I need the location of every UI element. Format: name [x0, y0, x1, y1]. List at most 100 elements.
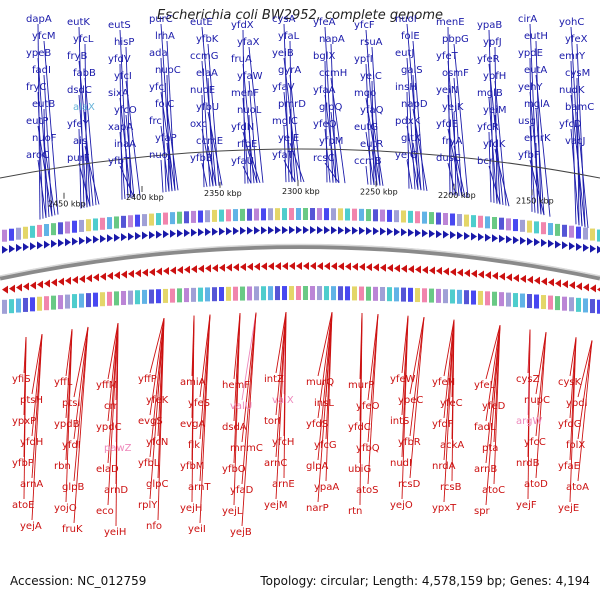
- gene-label-top: fryA: [442, 136, 463, 147]
- gene-label-top: gltX: [401, 133, 421, 144]
- feature-block: [296, 208, 301, 221]
- feature-block: [597, 299, 600, 314]
- gene-label-top: xapA: [108, 122, 133, 133]
- gene-leader-line: [166, 40, 176, 191]
- feature-block: [72, 294, 77, 309]
- gene-leader-line: [125, 114, 135, 198]
- reverse-gene-arrow: [170, 266, 176, 275]
- reverse-gene-arrow: [247, 262, 253, 271]
- forward-gene-arrow: [2, 245, 8, 254]
- reverse-gene-arrow: [527, 275, 533, 284]
- gene-label-top: dusC: [436, 153, 461, 164]
- feature-block: [205, 210, 210, 223]
- gene-label-bottom: yfiS: [12, 374, 31, 385]
- reverse-gene-arrow: [464, 269, 470, 278]
- gene-label-bottom: rplY: [138, 500, 158, 511]
- forward-gene-arrow: [422, 229, 428, 238]
- reverse-gene-arrow: [317, 262, 323, 271]
- feature-block: [331, 286, 336, 301]
- feature-block: [576, 297, 581, 312]
- gene-label-bottom: yfdC: [348, 422, 371, 433]
- gene-label-top: nuoF: [32, 133, 57, 144]
- gene-leader-line: [283, 91, 293, 183]
- gene-label-top: emrK: [524, 133, 551, 144]
- feature-block: [58, 222, 63, 235]
- gene-label-top: eutH: [524, 31, 548, 42]
- reverse-gene-arrow: [394, 264, 400, 273]
- gene-label-top: ccmH: [319, 68, 347, 79]
- feature-block: [345, 208, 350, 221]
- gene-label-bottom: murP: [348, 380, 374, 391]
- gene-label-top: alaX: [73, 102, 95, 113]
- reverse-gene-arrow: [401, 264, 407, 273]
- feature-block: [2, 299, 7, 314]
- gene-label-top: fryC: [26, 82, 47, 93]
- forward-gene-arrow: [443, 230, 449, 239]
- forward-gene-arrow: [177, 229, 183, 238]
- feature-block: [541, 295, 546, 310]
- gene-label-bottom: elaD: [96, 464, 119, 475]
- reverse-gene-arrow: [163, 267, 169, 276]
- feature-block: [212, 287, 217, 302]
- reverse-gene-labels: yfiS yffL yffM yffP amiA hemF intZ murQ murP yfeW…: [12, 374, 589, 538]
- forward-gene-arrow: [44, 240, 50, 249]
- gene-leader-line: [149, 318, 165, 458]
- feature-block: [471, 215, 476, 228]
- gene-leader-line: [119, 165, 135, 198]
- gene-leader-line: [43, 74, 53, 217]
- reverse-gene-arrow: [541, 277, 547, 286]
- genome-backbone: [0, 148, 600, 281]
- feature-block: [562, 296, 567, 311]
- gene-leader-line: [207, 111, 223, 186]
- gene-leader-line: [324, 60, 328, 183]
- gene-label-top: yfeA: [313, 17, 336, 28]
- gene-leader-line: [248, 46, 264, 183]
- gene-label-bottom: yejM: [264, 500, 287, 511]
- feature-block: [156, 289, 161, 304]
- gene-label-bottom: glpA: [306, 461, 328, 472]
- reverse-gene-arrow: [149, 268, 155, 277]
- forward-gene-arrow: [492, 234, 498, 243]
- feature-block: [86, 293, 91, 308]
- feature-block: [345, 286, 350, 301]
- forward-gene-arrow: [30, 242, 36, 251]
- feature-block: [149, 213, 154, 226]
- forward-gene-arrow: [58, 239, 64, 248]
- forward-gene-arrow: [142, 231, 148, 240]
- reverse-gene-arrow: [338, 262, 344, 271]
- feature-block: [506, 218, 511, 231]
- reverse-gene-arrow: [142, 268, 148, 277]
- scale-arc: [0, 148, 600, 179]
- forward-gene-arrow: [170, 229, 176, 238]
- scale-tick-label: 2450 kbp: [48, 200, 86, 209]
- feature-block: [359, 286, 364, 301]
- feature-block: [436, 288, 441, 303]
- gene-label-top: yfaW: [237, 71, 263, 82]
- feature-block: [212, 209, 217, 222]
- gene-leader-line: [289, 40, 293, 183]
- gene-label-top: yfcJ: [149, 82, 167, 93]
- gene-leader-line: [330, 111, 340, 183]
- feature-block: [317, 286, 322, 301]
- gene-label-top: glpQ: [319, 102, 342, 113]
- gene-label-bottom: yfaE: [558, 461, 580, 472]
- gene-label-top: yfaU: [231, 156, 254, 167]
- feature-block: [303, 208, 308, 221]
- reverse-gene-arrow: [226, 263, 232, 272]
- gene-label-top: eutR: [360, 139, 383, 150]
- gene-leader-line: [576, 77, 580, 226]
- gene-leader-line: [365, 97, 381, 186]
- gene-label-top: yfpM: [319, 136, 343, 147]
- gene-leader-line: [453, 111, 457, 196]
- gene-label-bottom: nupC: [524, 395, 550, 406]
- forward-gene-arrow: [156, 230, 162, 239]
- gene-leader-line: [31, 334, 43, 521]
- gene-leader-line: [248, 80, 258, 184]
- feature-block: [100, 292, 105, 307]
- gene-label-top: insH: [395, 82, 417, 93]
- gene-label-top: folC: [155, 99, 174, 110]
- reverse-gene-arrow: [415, 265, 421, 274]
- reverse-gene-arrow: [520, 274, 526, 283]
- feature-block: [177, 288, 182, 303]
- gene-label-bottom: insL: [314, 398, 334, 409]
